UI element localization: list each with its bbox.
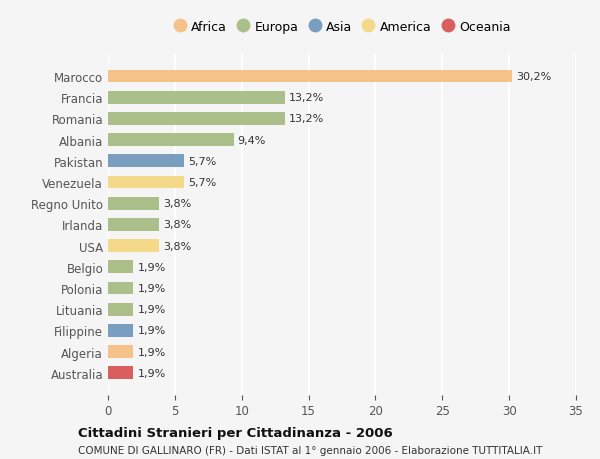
Bar — [108, 282, 133, 295]
Legend: Africa, Europa, Asia, America, Oceania: Africa, Europa, Asia, America, Oceania — [170, 17, 514, 38]
Bar — [108, 197, 159, 210]
Bar — [108, 155, 184, 168]
Text: 1,9%: 1,9% — [137, 262, 166, 272]
Bar — [108, 325, 133, 337]
Bar — [108, 303, 133, 316]
Bar — [108, 134, 233, 147]
Bar — [108, 92, 284, 104]
Text: Cittadini Stranieri per Cittadinanza - 2006: Cittadini Stranieri per Cittadinanza - 2… — [78, 426, 393, 439]
Text: 3,8%: 3,8% — [163, 241, 191, 251]
Text: 9,4%: 9,4% — [238, 135, 266, 146]
Bar — [108, 261, 133, 274]
Bar — [108, 218, 159, 231]
Text: 1,9%: 1,9% — [137, 283, 166, 293]
Bar — [108, 71, 512, 83]
Text: 3,8%: 3,8% — [163, 220, 191, 230]
Text: 5,7%: 5,7% — [188, 178, 217, 188]
Text: COMUNE DI GALLINARO (FR) - Dati ISTAT al 1° gennaio 2006 - Elaborazione TUTTITAL: COMUNE DI GALLINARO (FR) - Dati ISTAT al… — [78, 445, 542, 455]
Bar — [108, 367, 133, 379]
Bar — [108, 240, 159, 252]
Text: 13,2%: 13,2% — [289, 93, 324, 103]
Text: 13,2%: 13,2% — [289, 114, 324, 124]
Bar — [108, 176, 184, 189]
Text: 1,9%: 1,9% — [137, 304, 166, 314]
Text: 1,9%: 1,9% — [137, 368, 166, 378]
Text: 30,2%: 30,2% — [516, 72, 551, 82]
Text: 5,7%: 5,7% — [188, 157, 217, 167]
Text: 3,8%: 3,8% — [163, 199, 191, 209]
Text: 1,9%: 1,9% — [137, 347, 166, 357]
Bar — [108, 113, 284, 125]
Bar — [108, 346, 133, 358]
Text: 1,9%: 1,9% — [137, 326, 166, 336]
